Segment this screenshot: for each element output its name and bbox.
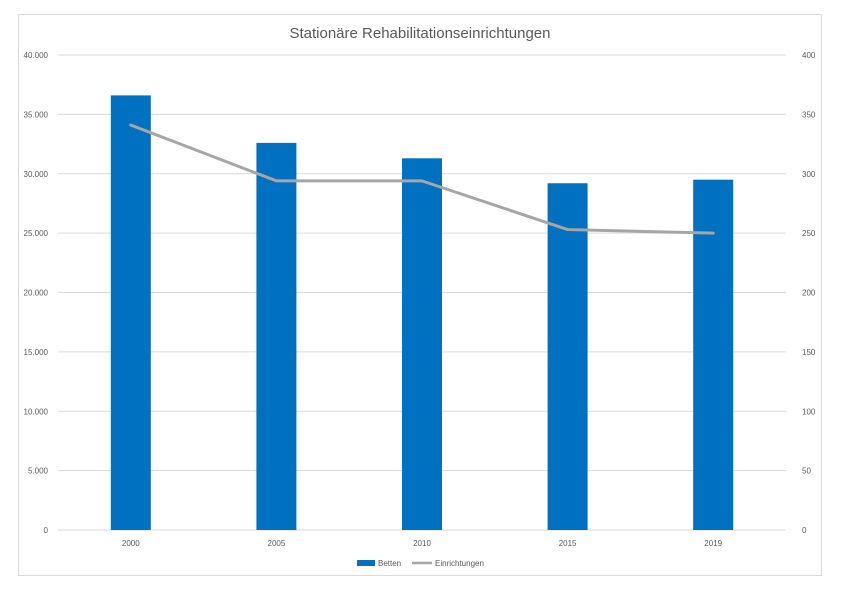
legend: Betten Einrichtungen bbox=[357, 559, 484, 568]
right-axis-labels: 0 50 100 150 200 250 300 350 400 bbox=[802, 51, 816, 535]
x-axis-tick-label: 2015 bbox=[559, 539, 577, 548]
left-axis-labels: 0 5.000 10.000 15.000 20.000 25.000 30.000 35.0… bbox=[24, 51, 49, 535]
line-series bbox=[129, 123, 715, 235]
left-axis-tick-label: 10.000 bbox=[24, 407, 49, 416]
left-axis-tick-label: 30.000 bbox=[24, 170, 49, 179]
bar-betten-2010 bbox=[402, 158, 442, 530]
right-axis-tick-label: 300 bbox=[802, 170, 816, 179]
left-axis-tick-label: 20.000 bbox=[24, 289, 49, 298]
right-axis-tick-label: 0 bbox=[802, 526, 807, 535]
right-axis-tick-label: 100 bbox=[802, 407, 816, 416]
x-axis-labels: 2000 2005 2010 2015 2019 bbox=[122, 539, 723, 548]
x-axis-tick-label: 2000 bbox=[122, 539, 140, 548]
bar-betten-2015 bbox=[547, 183, 588, 530]
left-axis-tick-label: 5.000 bbox=[28, 467, 49, 476]
right-axis-tick-label: 250 bbox=[802, 229, 816, 238]
right-axis-tick-label: 400 bbox=[802, 51, 816, 60]
left-axis-tick-label: 40.000 bbox=[24, 51, 49, 60]
legend-label-einrichtungen: Einrichtungen bbox=[435, 559, 484, 568]
bar-betten-2019 bbox=[693, 179, 734, 530]
left-axis-tick-label: 0 bbox=[44, 526, 49, 535]
chart-title: Stationäre Rehabilitationseinrichtungen bbox=[289, 25, 550, 42]
right-axis-tick-label: 350 bbox=[802, 110, 816, 119]
bar-series bbox=[110, 95, 734, 530]
legend-swatch-betten bbox=[357, 560, 375, 566]
right-axis-tick-label: 50 bbox=[802, 467, 811, 476]
legend-label-betten: Betten bbox=[378, 559, 401, 568]
right-axis-tick-label: 150 bbox=[802, 348, 816, 357]
bar-betten-2005 bbox=[256, 142, 297, 530]
x-axis-tick-label: 2010 bbox=[413, 539, 431, 548]
right-axis-tick-label: 200 bbox=[802, 289, 816, 298]
chart-frame bbox=[18, 14, 822, 576]
grid-lines bbox=[58, 54, 786, 531]
x-axis-tick-label: 2019 bbox=[704, 539, 722, 548]
bar-betten-2000 bbox=[110, 95, 151, 530]
left-axis-tick-label: 15.000 bbox=[24, 348, 49, 357]
left-axis-tick-label: 25.000 bbox=[24, 229, 49, 238]
left-axis-tick-label: 35.000 bbox=[24, 110, 49, 119]
x-axis-tick-label: 2005 bbox=[268, 539, 286, 548]
